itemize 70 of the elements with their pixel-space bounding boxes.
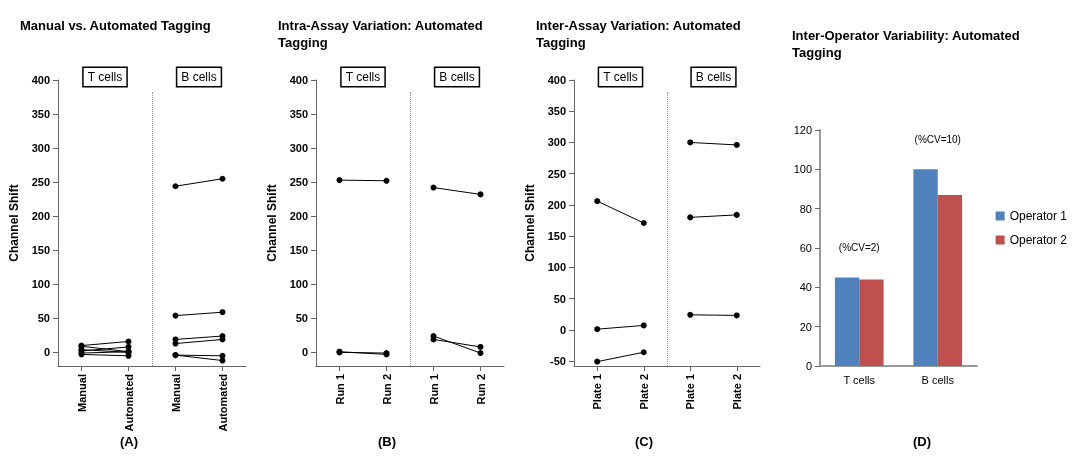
y-tick-label: 350 [31,108,50,121]
x-tick-label: Plate 2 [730,374,743,410]
text: (B) [377,434,397,449]
annotation: B cells [181,70,217,84]
x-tick-label: Automated [122,374,135,432]
y-tick-label: 200 [547,198,566,211]
chart-title: Inter-Assay Variation: Automated Tagging [536,18,745,50]
x-tick-label: Manual [169,374,182,412]
y-tick-label: 150 [289,244,308,257]
chart-title: Manual vs. Automated Tagging [20,18,211,33]
y-tick-label: 50 [37,312,50,325]
x-tick-label: Run 2 [380,374,393,405]
annotation: (%CV=2) [838,242,880,253]
legend-label: Operator 2 [1009,233,1068,247]
x-tick-label: B cells [921,373,955,386]
y-tick-label: 100 [289,278,308,291]
y-tick-label: 0 [43,346,50,359]
y-tick-label: 300 [31,142,50,155]
y-tick-label: 200 [289,210,308,223]
annotation: T cells [345,70,381,84]
y-tick-label: 0 [559,323,566,336]
chart-title: Inter-Operator Variability: Automated Tagging [792,28,1024,60]
y-tick-label: 400 [289,74,308,86]
y-tick-label: 350 [547,105,566,118]
y-tick-label: 50 [295,312,308,325]
annotation: T cells [603,70,638,84]
y-tick-label: 300 [547,136,566,149]
x-tick-label: Run 1 [333,374,346,405]
y-tick-label: 100 [793,163,812,176]
legend-label: Operator 1 [1009,209,1068,223]
x-tick-label: T cells [843,373,876,386]
annotation: B cells [695,70,732,84]
x-tick-label: Run 1 [427,374,440,405]
y-tick-label: 400 [31,74,50,86]
y-tick-label: 0 [805,360,812,372]
y-tick-label: 150 [31,244,50,257]
y-tick-label: 100 [31,278,50,291]
y-tick-label: 350 [289,108,308,121]
x-tick-label: Plate 1 [684,374,697,410]
y-tick-label: 60 [799,242,812,254]
x-tick-label: Plate 1 [591,374,604,410]
y-tick-label: 150 [547,230,566,243]
y-axis-title: Channel Shift [265,184,279,262]
annotation: (%CV=10) [914,133,961,145]
y-tick-label: 250 [31,176,50,189]
annotation: T cells [87,70,123,84]
y-tick-label: 80 [799,202,812,215]
y-tick-label: 100 [547,261,566,274]
y-tick-label: 0 [301,346,308,359]
y-tick-label: 250 [547,167,566,180]
annotation: B cells [439,70,475,84]
x-tick-label: Manual [75,374,88,412]
y-tick-label: 300 [289,142,308,155]
y-tick-label: 200 [31,210,50,223]
y-tick-label: 400 [547,74,566,86]
x-tick-label: Automated [216,374,229,432]
x-tick-label: Run 2 [474,374,487,405]
y-tick-label: 20 [799,320,812,333]
y-tick-label: -50 [550,355,566,367]
text: (C) [634,434,654,449]
y-tick-label: 40 [799,281,812,294]
y-axis-title: Channel Shift [523,184,537,262]
chart-title: Intra-Assay Variation: Automated Tagging [278,18,487,50]
text: (A) [119,434,139,449]
y-axis-title: Channel Shift [7,184,21,262]
y-tick-label: 120 [793,124,812,136]
y-tick-label: 50 [553,292,566,305]
text: (D) [912,434,932,449]
x-tick-label: Plate 2 [637,374,650,410]
y-tick-label: 250 [289,176,308,189]
